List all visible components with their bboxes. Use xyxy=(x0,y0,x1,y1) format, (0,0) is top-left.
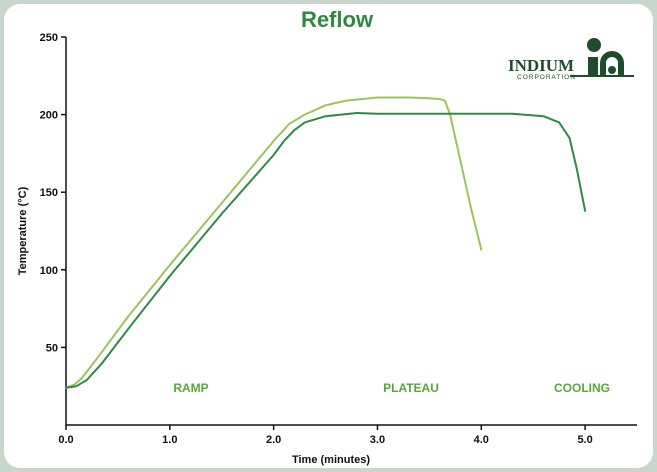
y-axis-label: Temperature (°C) xyxy=(17,186,29,275)
y-tick-label: 100 xyxy=(40,265,58,277)
logo-name: INDIUM xyxy=(508,56,574,75)
logo-arch xyxy=(600,51,624,77)
series-line-1 xyxy=(65,96,483,389)
x-tick-label: 5.0 xyxy=(577,434,592,446)
logo-subtitle: CORPORATION xyxy=(517,74,576,81)
annotation-cooling: COOLING xyxy=(554,381,610,395)
chart-panel xyxy=(4,4,653,468)
logo-dot xyxy=(587,38,601,52)
x-ticks: 0.0 1.0 2.0 3.0 4.0 5.0 xyxy=(58,425,593,446)
logo-ball xyxy=(608,66,616,74)
annotation-ramp: RAMP xyxy=(173,381,208,395)
logo-stem xyxy=(588,57,598,77)
x-tick-label: 0.0 xyxy=(58,434,73,446)
x-tick-label: 3.0 xyxy=(370,434,385,446)
series-lines xyxy=(65,96,587,389)
y-tick-label: 250 xyxy=(40,32,58,44)
y-ticks: 50 100 150 200 250 xyxy=(40,32,66,354)
x-tick-label: 1.0 xyxy=(162,434,177,446)
indium-logo: INDIUM CORPORATION xyxy=(508,38,634,81)
x-tick-label: 2.0 xyxy=(266,434,281,446)
chart-title: Reflow xyxy=(301,7,374,32)
x-axis-label: Time (minutes) xyxy=(292,454,370,466)
series-line-2 xyxy=(65,112,587,389)
y-tick-label: 50 xyxy=(46,342,58,354)
y-tick-label: 150 xyxy=(40,187,58,199)
logo-baseline xyxy=(570,75,634,77)
annotation-plateau: PLATEAU xyxy=(383,381,439,395)
y-tick-label: 200 xyxy=(40,110,58,122)
x-tick-label: 4.0 xyxy=(474,434,489,446)
